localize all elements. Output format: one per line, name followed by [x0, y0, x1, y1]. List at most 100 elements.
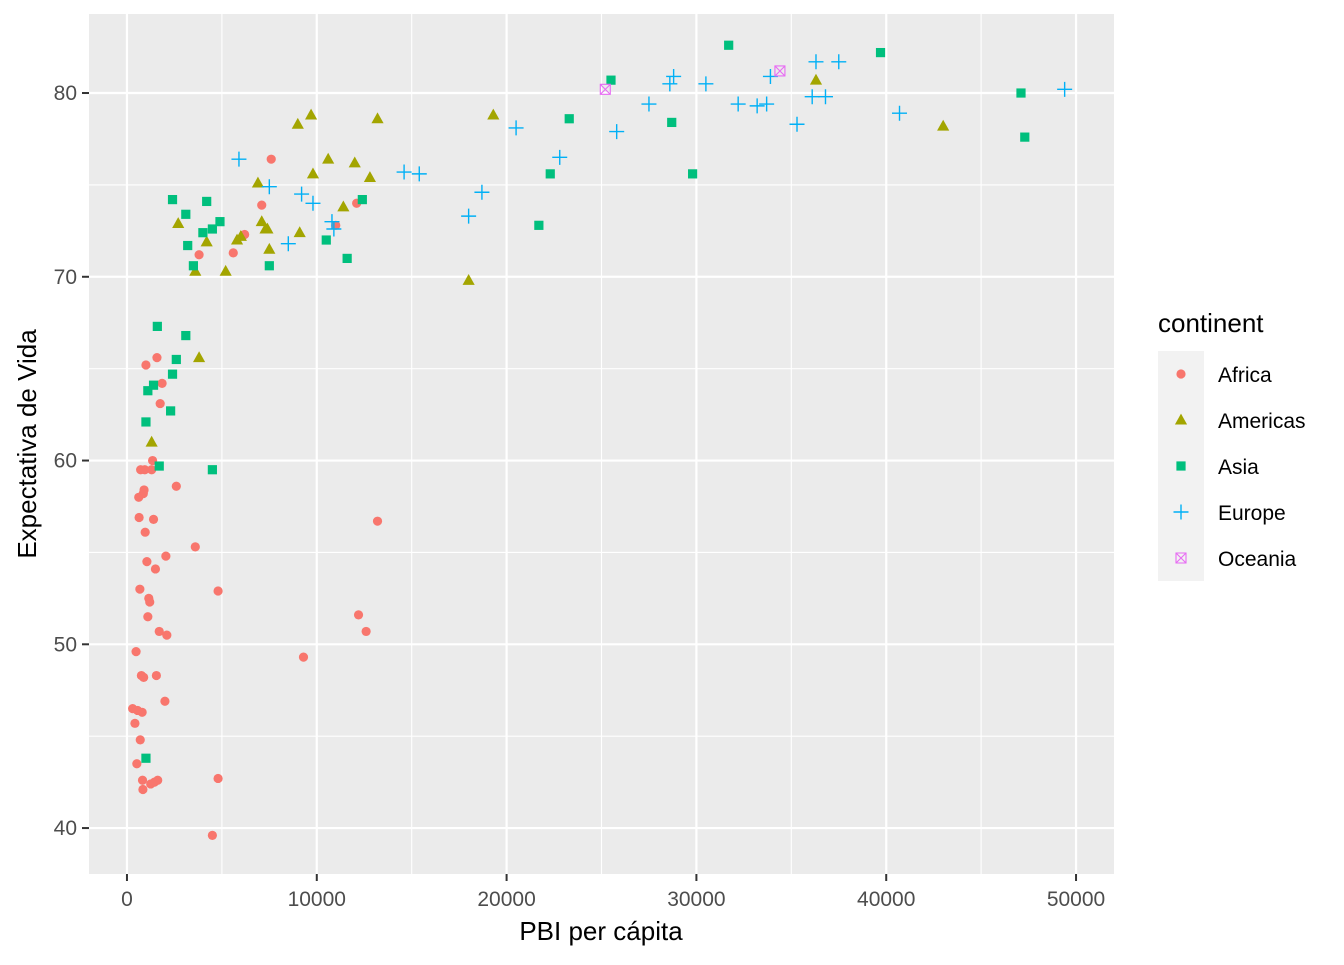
point-africa — [132, 759, 142, 769]
y-axis-title: Expectativa de Vida — [12, 329, 42, 559]
point-americas — [261, 222, 274, 234]
point-asia — [183, 240, 193, 251]
point-asia — [875, 47, 886, 58]
point-europe — [324, 214, 340, 230]
point-asia — [167, 369, 178, 379]
point-americas — [462, 274, 475, 285]
legend-item-europe: Europe — [1173, 502, 1286, 525]
x-axis-title: PBI per cápita — [519, 916, 683, 946]
point-africa — [134, 512, 144, 523]
point-europe — [474, 184, 490, 200]
legend-items: Africa Americas Asia Europe Oceania — [1173, 364, 1306, 571]
point-americas — [255, 215, 268, 227]
legend-key-africa — [1176, 369, 1186, 379]
point-oceania — [774, 65, 786, 77]
point-europe — [294, 186, 310, 202]
point-europe — [508, 120, 524, 136]
point-asia — [141, 417, 151, 427]
point-asia — [167, 194, 178, 205]
point-americas — [219, 264, 232, 276]
y-tick-label: 40 — [54, 817, 77, 840]
point-europe — [749, 98, 765, 114]
point-europe — [231, 151, 247, 167]
point-africa — [137, 707, 147, 717]
point-europe — [698, 76, 714, 92]
x-tick-label: 20000 — [477, 888, 535, 911]
legend-label: Europe — [1218, 502, 1286, 525]
point-oceania — [599, 83, 611, 95]
point-africa — [207, 830, 217, 841]
point-americas — [348, 156, 361, 168]
point-asia — [357, 194, 367, 205]
legend-item-asia: Asia — [1176, 456, 1259, 479]
point-africa — [160, 696, 170, 706]
point-asia — [207, 224, 217, 234]
point-americas — [293, 226, 306, 238]
point-americas — [291, 117, 304, 129]
point-europe — [641, 96, 657, 112]
point-europe — [804, 89, 820, 105]
point-europe — [831, 54, 847, 70]
x-tick-label: 30000 — [667, 888, 725, 911]
point-europe — [326, 221, 342, 237]
legend: continent Africa Americas Asia Europe Oceani… — [1158, 308, 1306, 581]
point-europe — [609, 124, 625, 140]
legend-label: Africa — [1218, 364, 1272, 387]
point-asia — [181, 209, 191, 219]
point-americas — [263, 242, 276, 254]
point-africa — [140, 465, 150, 475]
x-axis: 0 10000 20000 30000 40000 50000 — [121, 874, 1105, 911]
point-africa — [152, 353, 162, 363]
point-americas — [809, 73, 823, 85]
x-tick-label: 10000 — [288, 888, 346, 911]
point-africa — [139, 485, 149, 495]
point-africa — [153, 775, 163, 785]
point-europe — [396, 164, 412, 180]
legend-key-oceania — [1175, 552, 1187, 564]
point-asia — [202, 196, 212, 207]
legend-label: Asia — [1218, 456, 1259, 479]
grid-major — [89, 14, 1114, 874]
point-asia — [188, 261, 198, 271]
point-africa — [138, 784, 148, 795]
point-africa — [162, 630, 172, 640]
point-asia — [321, 235, 331, 245]
point-asia — [154, 461, 164, 471]
point-asia — [606, 75, 616, 85]
point-asia — [141, 753, 151, 763]
point-asia — [207, 465, 217, 475]
point-europe — [552, 149, 568, 165]
point-europe — [280, 236, 296, 252]
point-africa — [157, 378, 167, 388]
point-europe — [461, 208, 477, 224]
point-africa — [150, 564, 161, 574]
point-americas — [937, 119, 950, 131]
point-asia — [264, 261, 274, 271]
point-africa — [372, 516, 383, 526]
legend-item-americas: Americas — [1174, 410, 1306, 433]
point-africa — [353, 610, 364, 620]
point-americas — [305, 108, 318, 120]
point-americas — [145, 435, 158, 447]
point-africa — [135, 584, 145, 594]
legend-key-americas — [1174, 413, 1188, 425]
point-africa — [131, 647, 141, 657]
point-africa — [154, 626, 164, 637]
point-africa — [228, 248, 238, 258]
point-europe — [892, 105, 908, 121]
point-africa — [143, 612, 153, 622]
point-asia — [152, 321, 162, 331]
point-americas — [234, 229, 247, 241]
point-africa — [151, 670, 161, 681]
point-africa — [135, 735, 145, 745]
point-europe — [662, 76, 678, 92]
y-tick-label: 60 — [54, 450, 77, 473]
point-asia — [545, 169, 555, 179]
y-tick-label: 80 — [54, 82, 77, 105]
x-tick-label: 0 — [121, 888, 133, 911]
point-africa — [171, 481, 181, 491]
point-asia — [171, 354, 181, 365]
x-tick-label: 50000 — [1047, 888, 1105, 911]
